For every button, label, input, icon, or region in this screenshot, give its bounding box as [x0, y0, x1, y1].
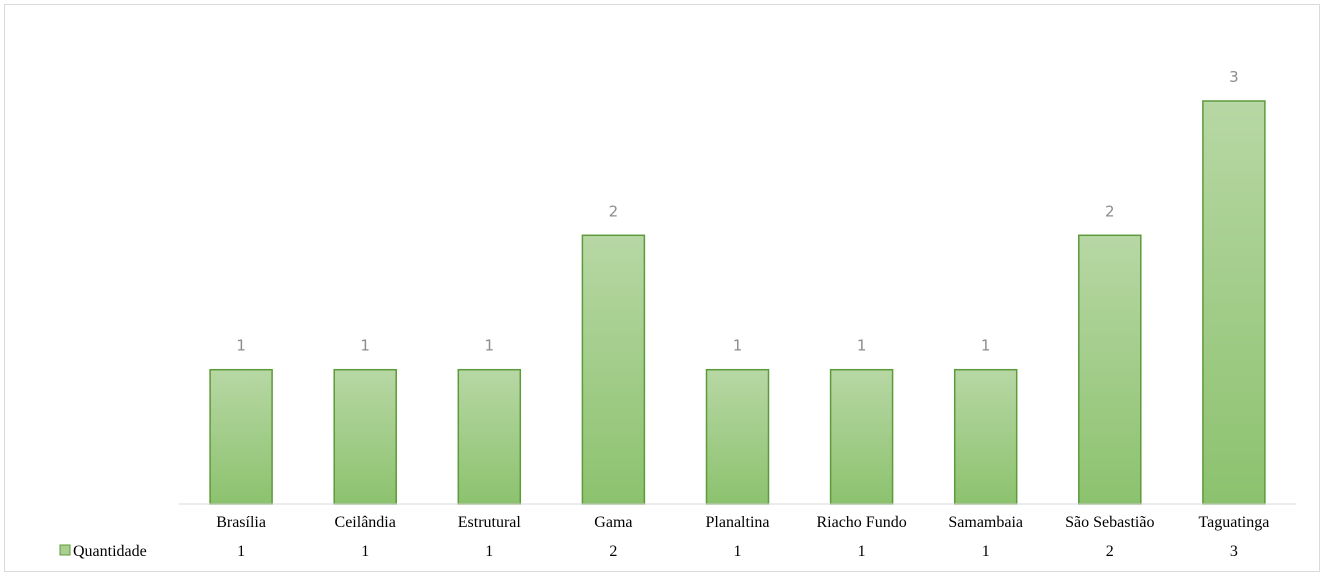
data-labels-group: 1 1 1 2 1 1 1 2 3 — [236, 68, 1238, 355]
table-value-5: 1 — [858, 543, 866, 560]
data-label-2: 1 — [485, 337, 495, 355]
table-value-7: 2 — [1106, 543, 1114, 560]
bar-1 — [333, 368, 397, 505]
bar-2 — [457, 368, 522, 505]
bar-0 — [209, 368, 273, 505]
category-label-3: Gama — [594, 514, 632, 531]
bar-4 — [705, 368, 770, 505]
data-label-0: 1 — [236, 337, 246, 355]
table-value-2: 1 — [485, 543, 493, 560]
category-labels-group: Brasília Ceilândia Estrutural Gama Planaltin… — [216, 514, 1269, 531]
bar-8 — [1202, 100, 1266, 505]
data-label-8: 3 — [1229, 68, 1239, 86]
data-label-3: 2 — [609, 202, 619, 220]
category-label-2: Estrutural — [458, 514, 522, 531]
table-value-3: 2 — [609, 543, 617, 560]
table-value-6: 1 — [982, 543, 990, 560]
data-label-5: 1 — [857, 337, 867, 355]
category-label-1: Ceilândia — [335, 514, 396, 531]
data-label-4: 1 — [733, 337, 743, 355]
bar-3 — [581, 234, 646, 505]
bar-6 — [953, 368, 1018, 505]
category-label-0: Brasília — [216, 514, 266, 531]
category-label-7: São Sebastião — [1065, 514, 1154, 531]
category-label-8: Taguatinga — [1198, 514, 1269, 531]
table-value-0: 1 — [237, 543, 245, 560]
category-label-4: Planaltina — [706, 514, 770, 531]
bar-5 — [829, 368, 894, 505]
data-label-1: 1 — [360, 337, 370, 355]
legend-label: Quantidade — [73, 543, 147, 560]
table-value-4: 1 — [734, 543, 742, 560]
bar-7 — [1078, 234, 1142, 505]
category-label-5: Riacho Fundo — [816, 514, 906, 531]
bars-group — [209, 100, 1266, 505]
table-value-1: 1 — [361, 543, 369, 560]
table-value-8: 3 — [1230, 543, 1238, 560]
data-table-values-group: 1 1 1 2 1 1 1 2 3 — [237, 543, 1238, 560]
data-label-6: 1 — [981, 337, 991, 355]
legend: Quantidade — [59, 543, 147, 560]
data-label-7: 2 — [1105, 202, 1115, 220]
legend-swatch — [59, 544, 71, 556]
category-label-6: Samambaia — [948, 514, 1023, 531]
